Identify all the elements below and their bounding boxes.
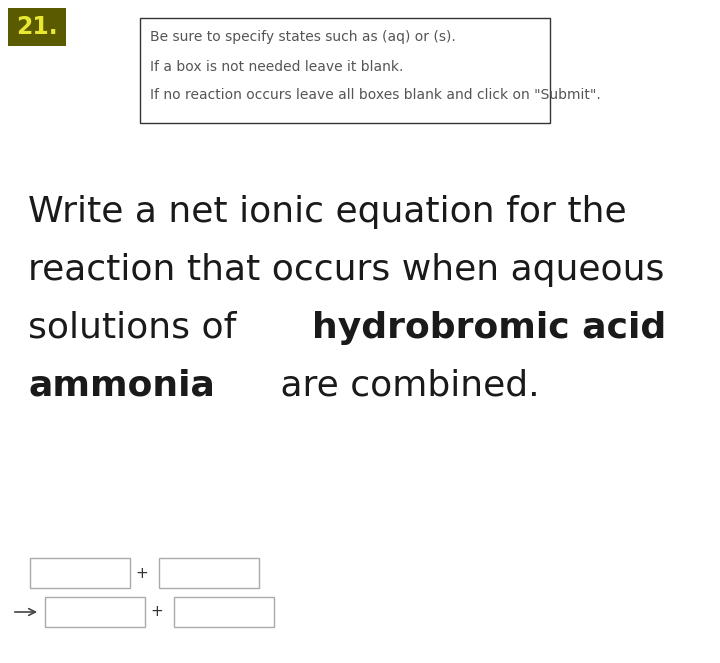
Text: 21.: 21. [16, 15, 58, 39]
FancyBboxPatch shape [140, 18, 550, 123]
Text: +: + [150, 605, 163, 619]
FancyBboxPatch shape [174, 597, 274, 627]
FancyBboxPatch shape [8, 8, 66, 46]
FancyBboxPatch shape [30, 558, 130, 588]
FancyBboxPatch shape [45, 597, 145, 627]
Text: Write a net ionic equation for the: Write a net ionic equation for the [28, 195, 626, 229]
Text: solutions of: solutions of [28, 311, 248, 345]
Text: hydrobromic acid: hydrobromic acid [312, 311, 666, 345]
Text: +: + [135, 566, 148, 581]
FancyBboxPatch shape [159, 558, 259, 588]
Text: are combined.: are combined. [269, 369, 540, 403]
Text: Be sure to specify states such as (aq) or (s).: Be sure to specify states such as (aq) o… [150, 30, 456, 44]
Text: If no reaction occurs leave all boxes blank and click on "Submit".: If no reaction occurs leave all boxes bl… [150, 88, 600, 102]
Text: reaction that occurs when aqueous: reaction that occurs when aqueous [28, 253, 665, 287]
Text: ammonia: ammonia [28, 369, 215, 403]
Text: If a box is not needed leave it blank.: If a box is not needed leave it blank. [150, 60, 403, 74]
